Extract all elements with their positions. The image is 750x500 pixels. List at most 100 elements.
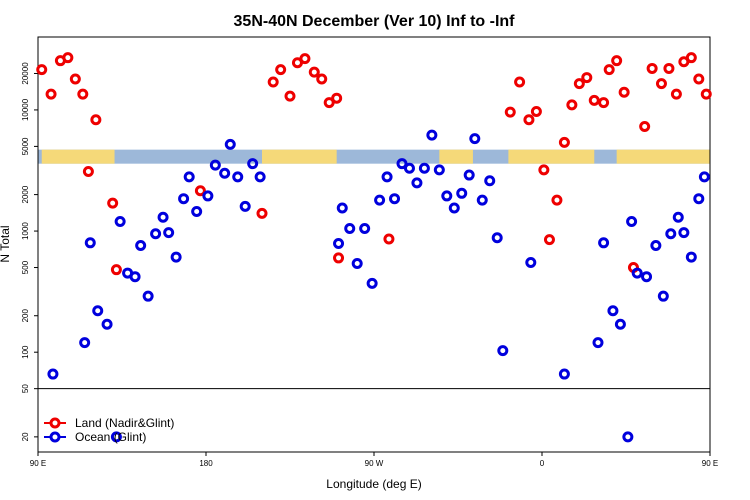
ocean-point [239,200,251,212]
ocean-point [441,190,453,202]
land-point [110,264,122,276]
land-point [611,55,623,67]
ocean-point [698,171,710,183]
land-point [566,99,578,111]
ocean-point [463,169,475,181]
land-point [107,197,119,209]
legend: Land (Nadir&Glint) Ocean (Glint) [44,416,174,444]
land-point [275,64,287,76]
land-point [538,164,550,176]
land-segment [508,149,595,164]
ocean-point [84,237,96,249]
land-point [77,88,89,100]
land-point [551,194,563,206]
ocean-point [178,193,190,205]
land-point [598,97,610,109]
x-tick-label: 0 [540,459,545,468]
ocean-point [47,368,59,380]
ocean-point [224,138,236,150]
land-point [267,76,279,88]
land-point [69,73,81,85]
ocean-point [641,271,653,283]
y-axis-label: N Total [0,225,12,262]
ocean-point [150,228,162,240]
land-point [256,207,268,219]
land-point [333,252,345,264]
ocean-point [491,232,503,244]
ocean-point [693,193,705,205]
ocean-point [685,251,697,263]
ocean-point [366,277,378,289]
ocean-point [476,194,488,206]
legend-ocean-label: Ocean (Glint) [75,430,146,444]
ocean-point [114,215,126,227]
legend-ocean-swatch-marker [49,431,61,443]
ocean-point [110,431,122,443]
land-point [331,92,343,104]
ocean-point [359,222,371,234]
x-axis-ticks: 90 E 180 90 W 0 90 E [30,452,718,468]
land-point [639,120,651,132]
land-point [700,88,712,100]
ocean-point [650,240,662,252]
y-tick-label: 500 [21,260,30,274]
land-point [323,97,335,109]
land-segment [262,149,337,164]
land-point [573,78,585,90]
ocean-point [170,251,182,263]
ocean-point [598,237,610,249]
land-point [618,86,630,98]
land-point [82,166,94,178]
y-axis-ticks: 20 50 100 200 500 1000 2000 5000 10000 20000 [21,62,38,441]
ocean-point [411,177,423,189]
ocean-point [558,368,570,380]
ocean-point [254,171,266,183]
ocean-point [209,159,221,171]
ocean-point [135,240,147,252]
ocean-point [219,167,231,179]
y-tick-label: 2000 [21,185,30,203]
land-point [646,62,658,74]
ocean-point [525,257,537,269]
land-segment [616,149,710,164]
land-point [316,73,328,85]
land-point [655,78,667,90]
ocean-point [592,337,604,349]
ocean-point [191,206,203,218]
y-tick-label: 1000 [21,222,30,240]
land-point [514,76,526,88]
y-tick-label: 20 [21,432,30,441]
y-tick-label: 200 [21,309,30,323]
ocean-point [607,305,619,317]
land-point [693,73,705,85]
ocean-point [418,162,430,174]
ocean-point [101,318,113,330]
land-point [45,88,57,100]
chart-title: 35N-40N December (Ver 10) Inf to -Inf [234,13,516,30]
x-tick-label: 90 E [702,459,718,468]
y-tick-label: 50 [21,384,30,393]
land-segment [41,149,115,164]
land-point [530,106,542,118]
ocean-point [232,171,244,183]
plot-frame [37,36,711,453]
land-point [663,62,675,74]
legend-land-swatch-marker [49,417,61,429]
ocean-point [344,222,356,234]
ocean-point [247,158,259,170]
y-tick-label: 20000 [21,62,30,85]
land-point [504,106,516,118]
land-point [558,136,570,148]
legend-land-label: Land (Nadir&Glint) [75,416,174,430]
ocean-point [336,202,348,214]
ocean-point [389,193,401,205]
y-tick-label: 100 [21,345,30,359]
ocean-point [622,431,634,443]
x-tick-label: 180 [199,459,213,468]
ocean-point [626,215,638,227]
land-point [588,94,600,106]
land-point [284,90,296,102]
land-point [62,52,74,64]
x-axis-label: Longitude (deg E) [326,477,421,491]
land-point [581,72,593,84]
